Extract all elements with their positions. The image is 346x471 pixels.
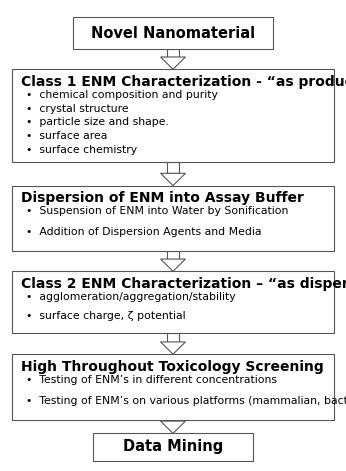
Text: Class 1 ENM Characterization - “as produced”: Class 1 ENM Characterization - “as produ… (21, 75, 346, 89)
Text: •  surface area: • surface area (26, 131, 107, 141)
Polygon shape (73, 17, 273, 49)
Polygon shape (167, 162, 179, 173)
Polygon shape (161, 57, 185, 69)
Polygon shape (12, 69, 334, 162)
Polygon shape (161, 421, 185, 433)
Polygon shape (12, 271, 334, 333)
Text: •  surface charge, ζ potential: • surface charge, ζ potential (26, 311, 185, 321)
Polygon shape (161, 342, 185, 354)
Polygon shape (12, 186, 334, 251)
Text: Dispersion of ENM into Assay Buffer: Dispersion of ENM into Assay Buffer (21, 191, 304, 205)
Text: •  surface chemistry: • surface chemistry (26, 145, 137, 155)
Text: •  Suspension of ENM into Water by Sonification: • Suspension of ENM into Water by Sonifi… (26, 206, 288, 216)
Polygon shape (167, 251, 179, 259)
Polygon shape (161, 173, 185, 186)
Text: High Throughout Toxicology Screening: High Throughout Toxicology Screening (21, 360, 324, 374)
Text: •  Addition of Dispersion Agents and Media: • Addition of Dispersion Agents and Medi… (26, 227, 262, 236)
Polygon shape (167, 49, 179, 57)
Polygon shape (167, 420, 179, 421)
Text: •  agglomeration/aggregation/stability: • agglomeration/aggregation/stability (26, 292, 236, 302)
Text: •  chemical composition and purity: • chemical composition and purity (26, 90, 218, 100)
Text: •  Testing of ENM’s on various platforms (mammalian, bacteria,etc.): • Testing of ENM’s on various platforms … (26, 396, 346, 406)
Text: •  crystal structure: • crystal structure (26, 104, 129, 114)
Text: Data Mining: Data Mining (123, 439, 223, 455)
Polygon shape (93, 433, 253, 461)
Text: •  Testing of ENM’s in different concentrations: • Testing of ENM’s in different concentr… (26, 375, 277, 385)
Text: •  particle size and shape.: • particle size and shape. (26, 117, 169, 128)
Text: Class 2 ENM Characterization – “as dispersed”: Class 2 ENM Characterization – “as dispe… (21, 277, 346, 291)
Polygon shape (161, 259, 185, 271)
Polygon shape (167, 333, 179, 342)
Text: Novel Nanomaterial: Novel Nanomaterial (91, 26, 255, 41)
Polygon shape (12, 354, 334, 420)
